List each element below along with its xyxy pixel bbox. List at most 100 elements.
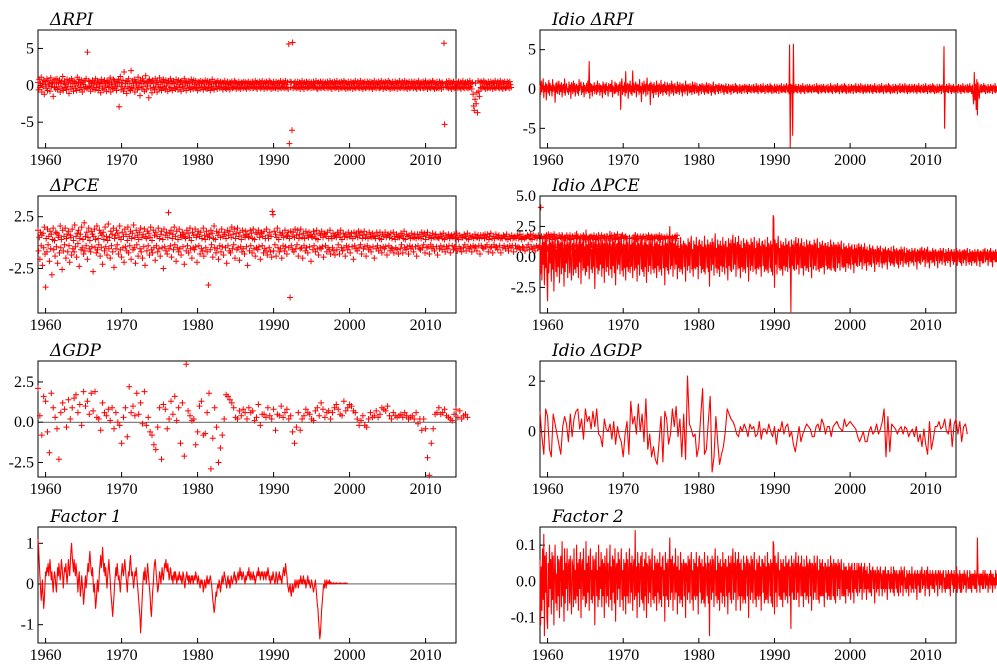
- data-point: [306, 411, 313, 418]
- data-point: [342, 407, 349, 414]
- data-point: [382, 229, 389, 236]
- data-point: [201, 232, 208, 239]
- data-point: [397, 411, 404, 418]
- data-point: [408, 230, 415, 237]
- data-point: [171, 224, 178, 231]
- data-point: [426, 251, 433, 257]
- x-tick-label: 1970: [106, 647, 138, 664]
- data-point: [335, 406, 342, 413]
- data-point: [173, 258, 180, 265]
- scatter-series: [35, 39, 515, 147]
- data-point: [36, 256, 43, 263]
- data-point: [209, 230, 216, 237]
- y-tick-label: 2.5: [516, 218, 536, 235]
- data-point: [591, 232, 597, 239]
- x-tick-label: 1990: [258, 481, 290, 498]
- data-point: [377, 411, 383, 418]
- data-point: [106, 234, 113, 241]
- data-point: [197, 229, 204, 236]
- data-point: [63, 86, 70, 93]
- data-point: [79, 244, 86, 251]
- data-point: [477, 79, 483, 86]
- data-point: [405, 251, 412, 257]
- data-point: [42, 284, 49, 291]
- data-point: [339, 247, 346, 254]
- data-point: [266, 229, 273, 236]
- x-tick-label: 2000: [334, 152, 366, 169]
- data-point: [294, 241, 300, 248]
- data-point: [208, 241, 215, 248]
- data-point: [109, 81, 116, 88]
- data-point: [143, 247, 150, 254]
- data-point: [519, 243, 526, 250]
- data-point: [47, 245, 54, 252]
- data-point: [228, 234, 235, 241]
- data-point: [501, 242, 508, 249]
- data-point: [256, 234, 263, 241]
- data-point: [135, 84, 142, 91]
- data-point: [175, 404, 182, 411]
- data-point: [415, 420, 421, 427]
- data-point: [112, 245, 119, 252]
- panel-rpi: ΔRPI -5 0 5 1960 1970 1980 1990 2000 2010: [21, 10, 515, 169]
- data-point: [268, 416, 275, 422]
- data-point: [55, 456, 62, 463]
- data-point: [396, 77, 403, 84]
- x-tick-label: 1960: [30, 647, 62, 664]
- data-point: [239, 227, 246, 234]
- data-point: [248, 230, 255, 237]
- data-point: [404, 243, 411, 250]
- data-point: [178, 252, 185, 258]
- data-point: [139, 255, 146, 262]
- data-point: [493, 243, 500, 250]
- data-point: [56, 249, 63, 256]
- data-point: [54, 425, 60, 432]
- data-point: [545, 231, 552, 238]
- data-point: [365, 416, 372, 422]
- data-point: [173, 417, 180, 424]
- data-point: [402, 236, 409, 243]
- y-tick-label: 2.5: [14, 209, 34, 226]
- data-point: [327, 416, 334, 422]
- data-point: [73, 87, 80, 94]
- data-point: [137, 92, 143, 99]
- data-point: [644, 235, 651, 242]
- data-point: [401, 409, 408, 416]
- data-point: [166, 416, 173, 422]
- data-point: [294, 227, 301, 234]
- data-point: [497, 249, 504, 256]
- data-point: [59, 399, 66, 406]
- data-point: [415, 234, 422, 241]
- data-point: [219, 432, 226, 439]
- data-point: [525, 241, 532, 248]
- data-point: [295, 253, 302, 260]
- data-point: [242, 79, 249, 86]
- data-point: [524, 232, 531, 239]
- data-point: [435, 234, 442, 241]
- data-point: [105, 221, 112, 227]
- data-point: [126, 383, 133, 390]
- data-point: [35, 247, 42, 254]
- data-point: [59, 266, 66, 273]
- data-point: [311, 231, 318, 238]
- data-point: [171, 241, 178, 248]
- data-point: [90, 80, 97, 87]
- data-point: [159, 244, 166, 251]
- data-point: [453, 230, 460, 237]
- data-point: [614, 231, 621, 238]
- data-point: [194, 259, 200, 266]
- data-point: [111, 425, 117, 432]
- data-point: [59, 73, 66, 80]
- data-point: [439, 246, 446, 253]
- data-point: [551, 231, 558, 238]
- data-point: [97, 253, 104, 260]
- data-point: [456, 407, 463, 414]
- data-point: [62, 255, 69, 262]
- data-point: [128, 84, 135, 91]
- data-point: [167, 75, 174, 82]
- x-tick-label: 1980: [683, 647, 715, 664]
- data-point: [213, 424, 220, 431]
- data-point: [188, 255, 195, 262]
- data-point: [522, 247, 528, 254]
- data-point: [125, 75, 132, 82]
